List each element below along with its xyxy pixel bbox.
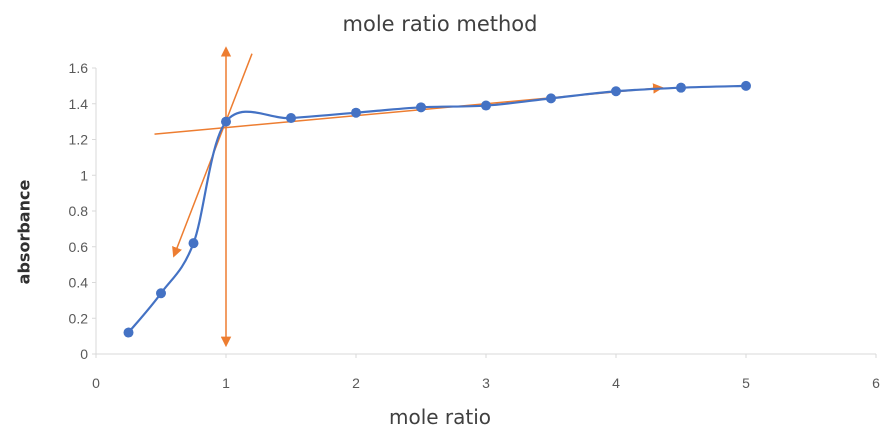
y-tick-label: 0.6 <box>69 239 89 255</box>
data-point <box>286 113 296 124</box>
y-tick-label: 1 <box>80 167 88 183</box>
series-line <box>127 84 747 334</box>
data-point <box>481 100 491 111</box>
data-point <box>221 116 231 127</box>
data-point <box>676 82 686 93</box>
data-point <box>156 288 166 299</box>
x-tick-label: 3 <box>482 375 490 391</box>
chart-title: mole ratio method <box>342 12 538 36</box>
data-point <box>546 93 556 104</box>
y-tick-label: 1.2 <box>69 132 89 148</box>
y-tick-label: 0.2 <box>69 310 89 326</box>
x-tick-label: 2 <box>352 375 360 391</box>
x-axis-label: mole ratio <box>388 405 492 429</box>
data-point <box>741 80 751 91</box>
data-point <box>188 238 199 249</box>
x-tick-label: 6 <box>872 375 880 391</box>
y-tick-label: 0 <box>80 346 88 362</box>
x-tick-label: 4 <box>612 375 620 391</box>
x-tick-label: 5 <box>742 375 750 391</box>
data-point <box>611 86 621 97</box>
x-tick-label: 1 <box>222 375 230 391</box>
y-tick-label: 1.4 <box>69 96 89 112</box>
data-point <box>416 102 426 113</box>
x-tick-label: 0 <box>92 375 100 391</box>
y-tick-label: 0.4 <box>69 275 89 291</box>
y-tick-label: 1.6 <box>69 60 89 76</box>
data-point <box>123 327 134 338</box>
data-point <box>351 107 361 118</box>
y-tick-label: 0.8 <box>69 203 89 219</box>
